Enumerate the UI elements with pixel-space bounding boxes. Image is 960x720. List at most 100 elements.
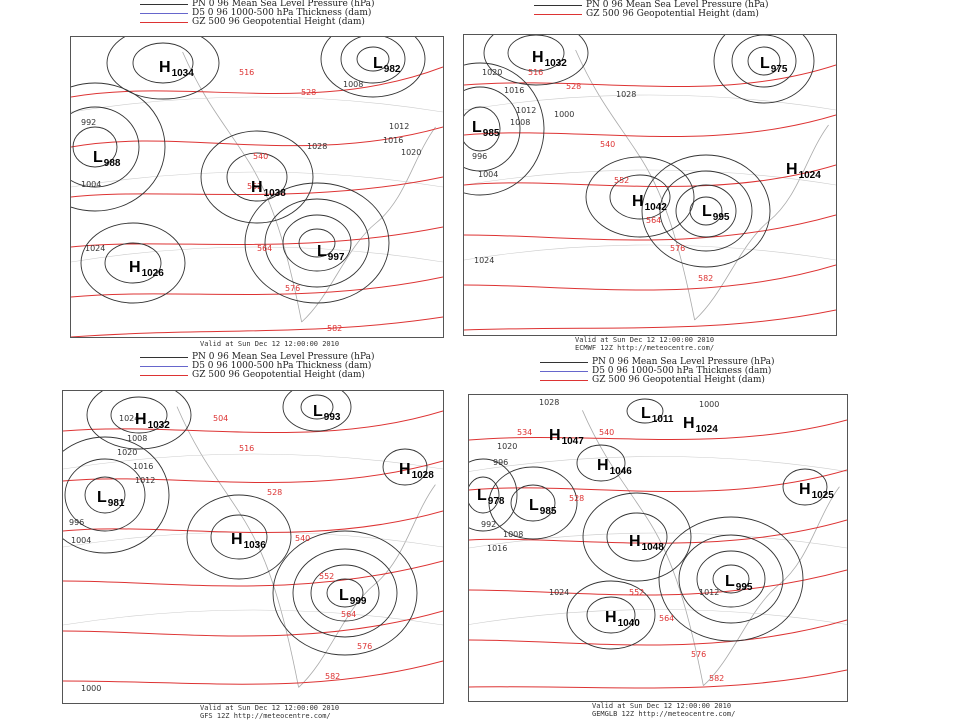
contour-label: 992 [481,520,496,529]
isobar [300,394,334,420]
isobar [609,174,671,220]
contour-label: 564 [646,216,661,225]
graticule-line [464,94,836,111]
low-pressure-center: L985 [529,497,557,517]
low-pressure-center: L997 [317,243,344,263]
contour-label: 996 [472,152,487,161]
contour-label: 1000 [554,110,574,119]
isobar [310,564,380,622]
height-contour [63,660,443,685]
contour-label: 528 [569,494,584,503]
center-value: 982 [383,64,401,75]
isobar [106,37,220,100]
isobar [483,35,589,86]
contour-label: 576 [691,650,706,659]
legend-swatch [540,371,588,372]
low-pressure-center: L988 [93,149,121,169]
contour-label: 1008 [127,434,147,443]
isobar [110,396,168,434]
height-contour [71,226,443,248]
isobar [469,458,518,532]
isobar [382,448,428,486]
legend-label: GZ 500 96 Geopotential Height (dam) [592,375,765,385]
low-pressure-center: L999 [339,587,366,607]
contour-label: 582 [698,274,713,283]
center-letter: L [529,497,539,514]
legend-row: PN 0 96 Mean Sea Level Pressure (hPa) [140,353,374,362]
isobar [507,35,565,72]
contour-label: 1020 [401,148,421,157]
isobar [464,86,521,172]
contour-label: 576 [285,284,300,293]
legend-swatch [140,357,188,358]
center-letter: H [532,49,544,66]
center-value: 1034 [171,68,194,79]
center-letter: L [472,119,482,136]
valid-time: Valid at Sun Dec 12 12:00:00 2010 [200,704,340,712]
contour-label: 992 [81,118,96,127]
high-pressure-center: H1048 [629,533,664,553]
low-pressure-center: L995 [702,203,729,223]
legend-swatch [140,375,188,376]
isobar [576,444,626,482]
map-footer: Valid at Sun Dec 12 12:00:00 2010 [200,340,339,348]
legend: PN 0 96 Mean Sea Level Pressure (hPa) D5… [140,353,374,380]
contour-label: 576 [670,244,685,253]
legend-row: GZ 500 96 Geopotential Height (dam) [540,376,774,385]
low-pressure-center: L993 [313,403,340,423]
legend-swatch [140,366,188,367]
height-contour [469,669,847,689]
graticule-line [469,609,847,625]
valid-time: Valid at Sun Dec 12 12:00:00 2010 [592,702,732,710]
center-letter: H [549,427,561,444]
center-letter: L [641,405,651,422]
center-value: 1026 [141,268,164,279]
isobar [582,492,692,582]
contour-label: 1008 [510,118,530,127]
contour-label: 528 [267,488,282,497]
graticule-line [464,244,836,261]
contour-label: 534 [517,428,532,437]
low-pressure-center: L1011 [641,405,673,425]
isobar [696,550,766,608]
model-source: GFS 12Z http://meteocentre.com/ [200,712,331,720]
isobar [326,578,364,608]
center-value: 1024 [798,170,821,181]
contour-label: 1024 [549,588,569,597]
high-pressure-center: H1034 [159,59,194,79]
high-pressure-center: H1026 [129,259,164,279]
contour-label: 1008 [503,530,523,539]
contour-label: 582 [709,674,724,683]
isobar [782,468,828,506]
height-contour [464,214,836,241]
contour-label: 1020 [497,442,517,451]
isobar [71,106,140,188]
center-letter: L [317,243,327,260]
valid-time: Valid at Sun Dec 12 12:00:00 2010 [575,336,715,344]
center-letter: H [629,533,641,550]
center-value: 988 [103,158,121,169]
center-value: 1032 [544,58,567,69]
isobar [566,580,656,650]
center-value: 985 [539,506,557,517]
isobar [210,514,268,560]
center-value: 1038 [263,188,286,199]
contour-label: 1020 [482,68,502,77]
contour-label: 552 [319,572,334,581]
contour-label: 564 [659,614,674,623]
height-contour [469,569,847,596]
center-letter: L [477,487,487,504]
legend-label: D5 0 96 1000-500 hPa Thickness (dam) [592,366,772,376]
contour-label: 1008 [343,80,363,89]
height-contour [464,264,836,291]
center-letter: H [632,193,644,210]
height-contour [63,610,443,637]
center-letter: L [339,587,349,604]
high-pressure-center: H1047 [549,427,584,447]
contour-label: 540 [599,428,614,437]
contour-label: 1000 [699,400,719,409]
model-source: ECMWF 12Z http://meteocentre.com/ [575,344,715,352]
isobar [606,512,668,562]
contour-label: 552 [614,176,629,185]
